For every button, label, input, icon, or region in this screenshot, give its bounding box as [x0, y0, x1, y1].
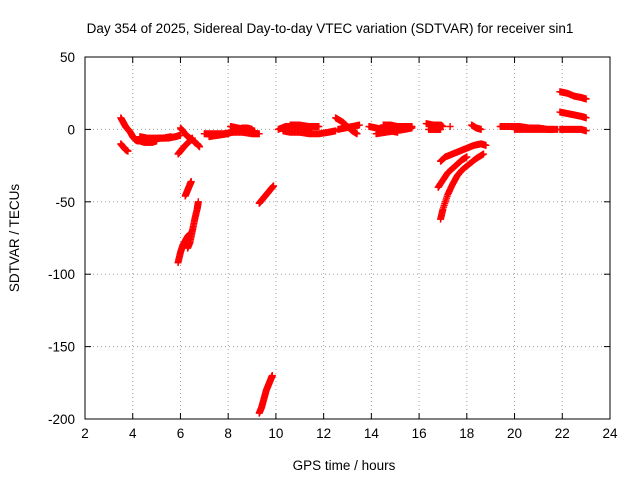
series-ac: [437, 150, 488, 223]
y-tick-label: 0: [67, 122, 75, 137]
series-ah: [556, 125, 590, 135]
data-point: [196, 143, 204, 151]
series-ad: [434, 153, 471, 191]
data-point: [582, 114, 590, 122]
data-point: [446, 123, 454, 131]
series-v: [379, 121, 416, 131]
data-point: [463, 153, 471, 161]
series-p: [279, 127, 340, 138]
y-tick-label: -200: [48, 412, 75, 427]
x-tick-label: 22: [555, 426, 570, 441]
series-y: [468, 121, 485, 133]
x-tick-label: 20: [507, 426, 522, 441]
data-point: [270, 182, 278, 190]
plot-frame: [84, 56, 611, 420]
y-tick-label: -100: [48, 267, 75, 282]
x-tick-label: 16: [412, 426, 427, 441]
x-tick-label: 12: [316, 426, 331, 441]
data-points: [117, 88, 590, 417]
y-tick-label: -50: [55, 195, 75, 210]
series-m: [255, 182, 278, 207]
series-n: [255, 372, 276, 417]
x-tick-label: 18: [459, 426, 474, 441]
data-point: [315, 123, 323, 131]
y-tick-label: 50: [60, 50, 75, 65]
data-point: [187, 178, 195, 186]
y-tick-label: -150: [48, 340, 75, 355]
series-d: [155, 131, 184, 142]
x-tick-label: 6: [177, 426, 185, 441]
x-tick-label: 4: [129, 426, 137, 441]
data-point: [124, 147, 132, 155]
series-s: [334, 121, 363, 133]
data-point: [582, 127, 590, 135]
series-i: [184, 198, 202, 252]
series-z: [446, 123, 454, 131]
x-tick-label: 2: [81, 426, 89, 441]
y-axis-label: SDTVAR / TECUs: [7, 184, 22, 293]
series-ab: [511, 125, 557, 133]
data-point: [480, 150, 488, 158]
data-point: [477, 125, 485, 133]
data-point: [353, 130, 361, 138]
series-ae: [437, 140, 490, 165]
x-tick-label: 8: [224, 426, 232, 441]
series-ag: [556, 108, 590, 122]
data-point: [437, 125, 445, 133]
series-l: [227, 123, 258, 135]
chart-title: Day 354 of 2025, Sidereal Day-to-day VTE…: [87, 21, 574, 36]
grid-lines: [85, 57, 610, 419]
x-tick-label: 14: [364, 426, 380, 441]
data-point: [250, 127, 258, 135]
series-f: [176, 124, 204, 151]
series-h: [181, 178, 195, 200]
data-point: [482, 141, 490, 149]
data-point: [355, 121, 363, 129]
data-point: [255, 130, 263, 138]
data-point: [194, 198, 202, 206]
series-x: [425, 125, 445, 133]
data-point: [582, 95, 590, 103]
x-tick-label: 24: [602, 426, 618, 441]
series-q: [286, 121, 323, 131]
data-point: [408, 123, 416, 131]
data-point: [268, 372, 276, 380]
data-point: [549, 125, 557, 133]
x-axis-label: GPS time / hours: [293, 458, 396, 473]
series-b: [117, 140, 132, 155]
series-af: [556, 88, 590, 103]
x-tick-label: 10: [268, 426, 283, 441]
